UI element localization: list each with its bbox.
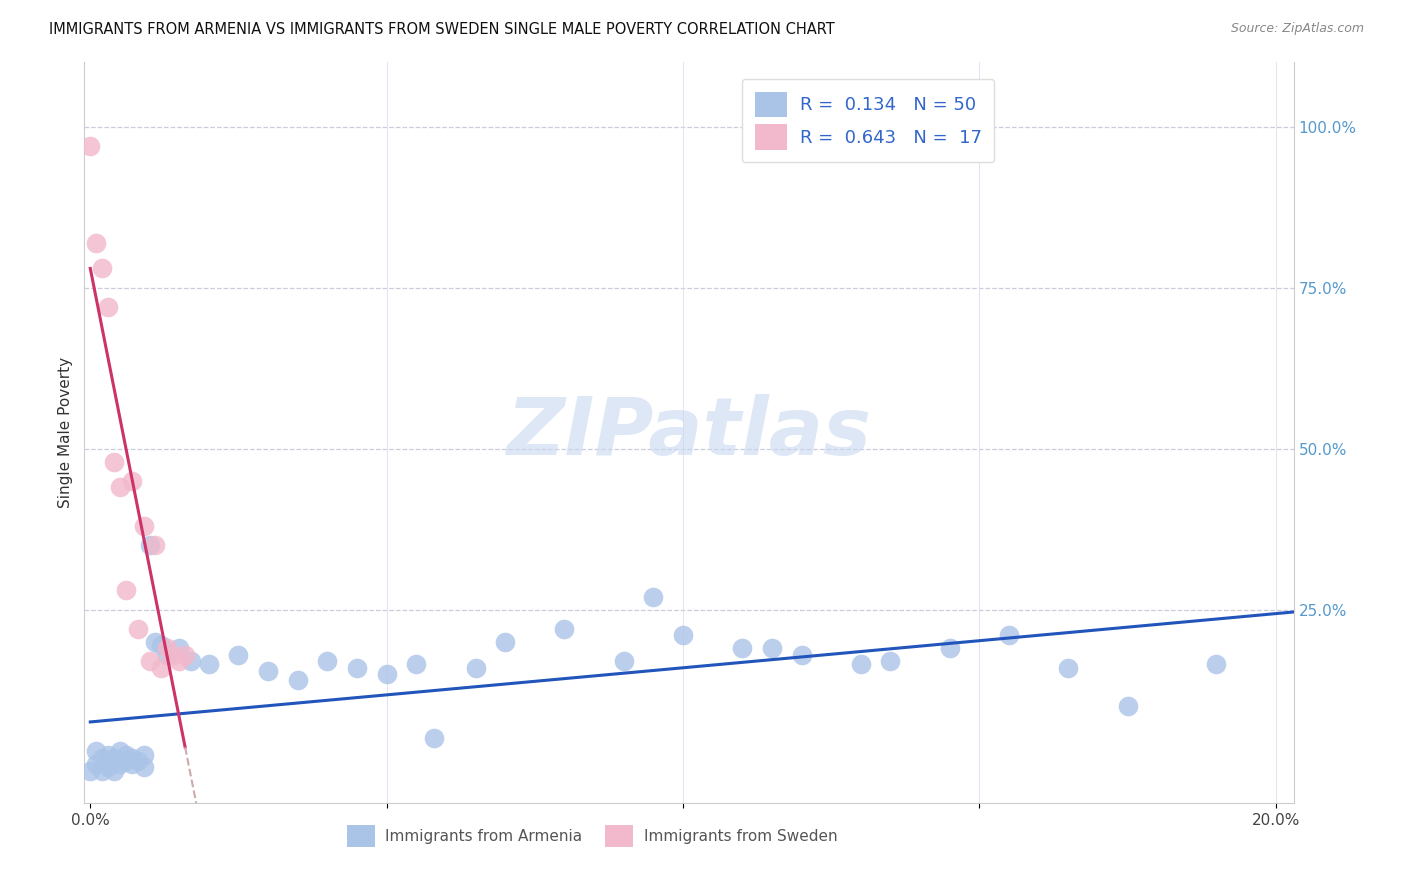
- Point: [672, 628, 695, 642]
- Point: [138, 654, 160, 668]
- Point: [91, 764, 114, 778]
- Text: IMMIGRANTS FROM ARMENIA VS IMMIGRANTS FROM SWEDEN SINGLE MALE POVERTY CORRELATIO: IMMIGRANTS FROM ARMENIA VS IMMIGRANTS FR…: [49, 22, 835, 37]
- Point: [180, 654, 202, 668]
- Point: [1116, 699, 1139, 714]
- Point: [761, 641, 783, 656]
- Point: [84, 235, 107, 250]
- Point: [115, 583, 138, 598]
- Point: [494, 635, 516, 649]
- Point: [150, 660, 173, 674]
- Point: [103, 750, 125, 764]
- Point: [132, 747, 155, 762]
- Point: [1205, 657, 1227, 672]
- Point: [79, 764, 101, 778]
- Point: [97, 754, 120, 768]
- Point: [91, 261, 114, 276]
- Point: [79, 139, 101, 153]
- Point: [127, 622, 149, 636]
- Point: [121, 757, 143, 772]
- Point: [731, 641, 754, 656]
- Text: ZIPatlas: ZIPatlas: [506, 393, 872, 472]
- Point: [998, 628, 1021, 642]
- Point: [167, 654, 190, 668]
- Point: [790, 648, 813, 662]
- Point: [849, 657, 872, 672]
- Point: [423, 731, 446, 746]
- Point: [167, 641, 190, 656]
- Point: [375, 667, 398, 681]
- Point: [103, 764, 125, 778]
- Point: [108, 480, 131, 494]
- Legend: Immigrants from Armenia, Immigrants from Sweden: Immigrants from Armenia, Immigrants from…: [339, 817, 845, 855]
- Point: [103, 454, 125, 468]
- Point: [121, 474, 143, 488]
- Point: [138, 538, 160, 552]
- Point: [156, 641, 179, 656]
- Point: [174, 648, 197, 662]
- Point: [938, 641, 960, 656]
- Point: [97, 760, 120, 774]
- Point: [150, 638, 173, 652]
- Point: [257, 664, 280, 678]
- Point: [643, 590, 665, 604]
- Text: Source: ZipAtlas.com: Source: ZipAtlas.com: [1230, 22, 1364, 36]
- Point: [162, 648, 184, 662]
- Point: [97, 300, 120, 314]
- Point: [97, 747, 120, 762]
- Point: [1057, 660, 1080, 674]
- Point: [879, 654, 901, 668]
- Point: [198, 657, 221, 672]
- Point: [108, 757, 131, 772]
- Point: [132, 760, 155, 774]
- Point: [228, 648, 250, 662]
- Point: [346, 660, 368, 674]
- Point: [132, 519, 155, 533]
- Point: [127, 754, 149, 768]
- Point: [145, 635, 167, 649]
- Point: [156, 648, 179, 662]
- Point: [405, 657, 427, 672]
- Point: [84, 757, 107, 772]
- Point: [287, 673, 309, 688]
- Point: [91, 750, 114, 764]
- Point: [553, 622, 575, 636]
- Point: [121, 750, 143, 764]
- Point: [613, 654, 636, 668]
- Point: [108, 744, 131, 758]
- Point: [84, 744, 107, 758]
- Point: [115, 754, 138, 768]
- Point: [464, 660, 486, 674]
- Y-axis label: Single Male Poverty: Single Male Poverty: [58, 357, 73, 508]
- Point: [316, 654, 339, 668]
- Point: [145, 538, 167, 552]
- Point: [115, 747, 138, 762]
